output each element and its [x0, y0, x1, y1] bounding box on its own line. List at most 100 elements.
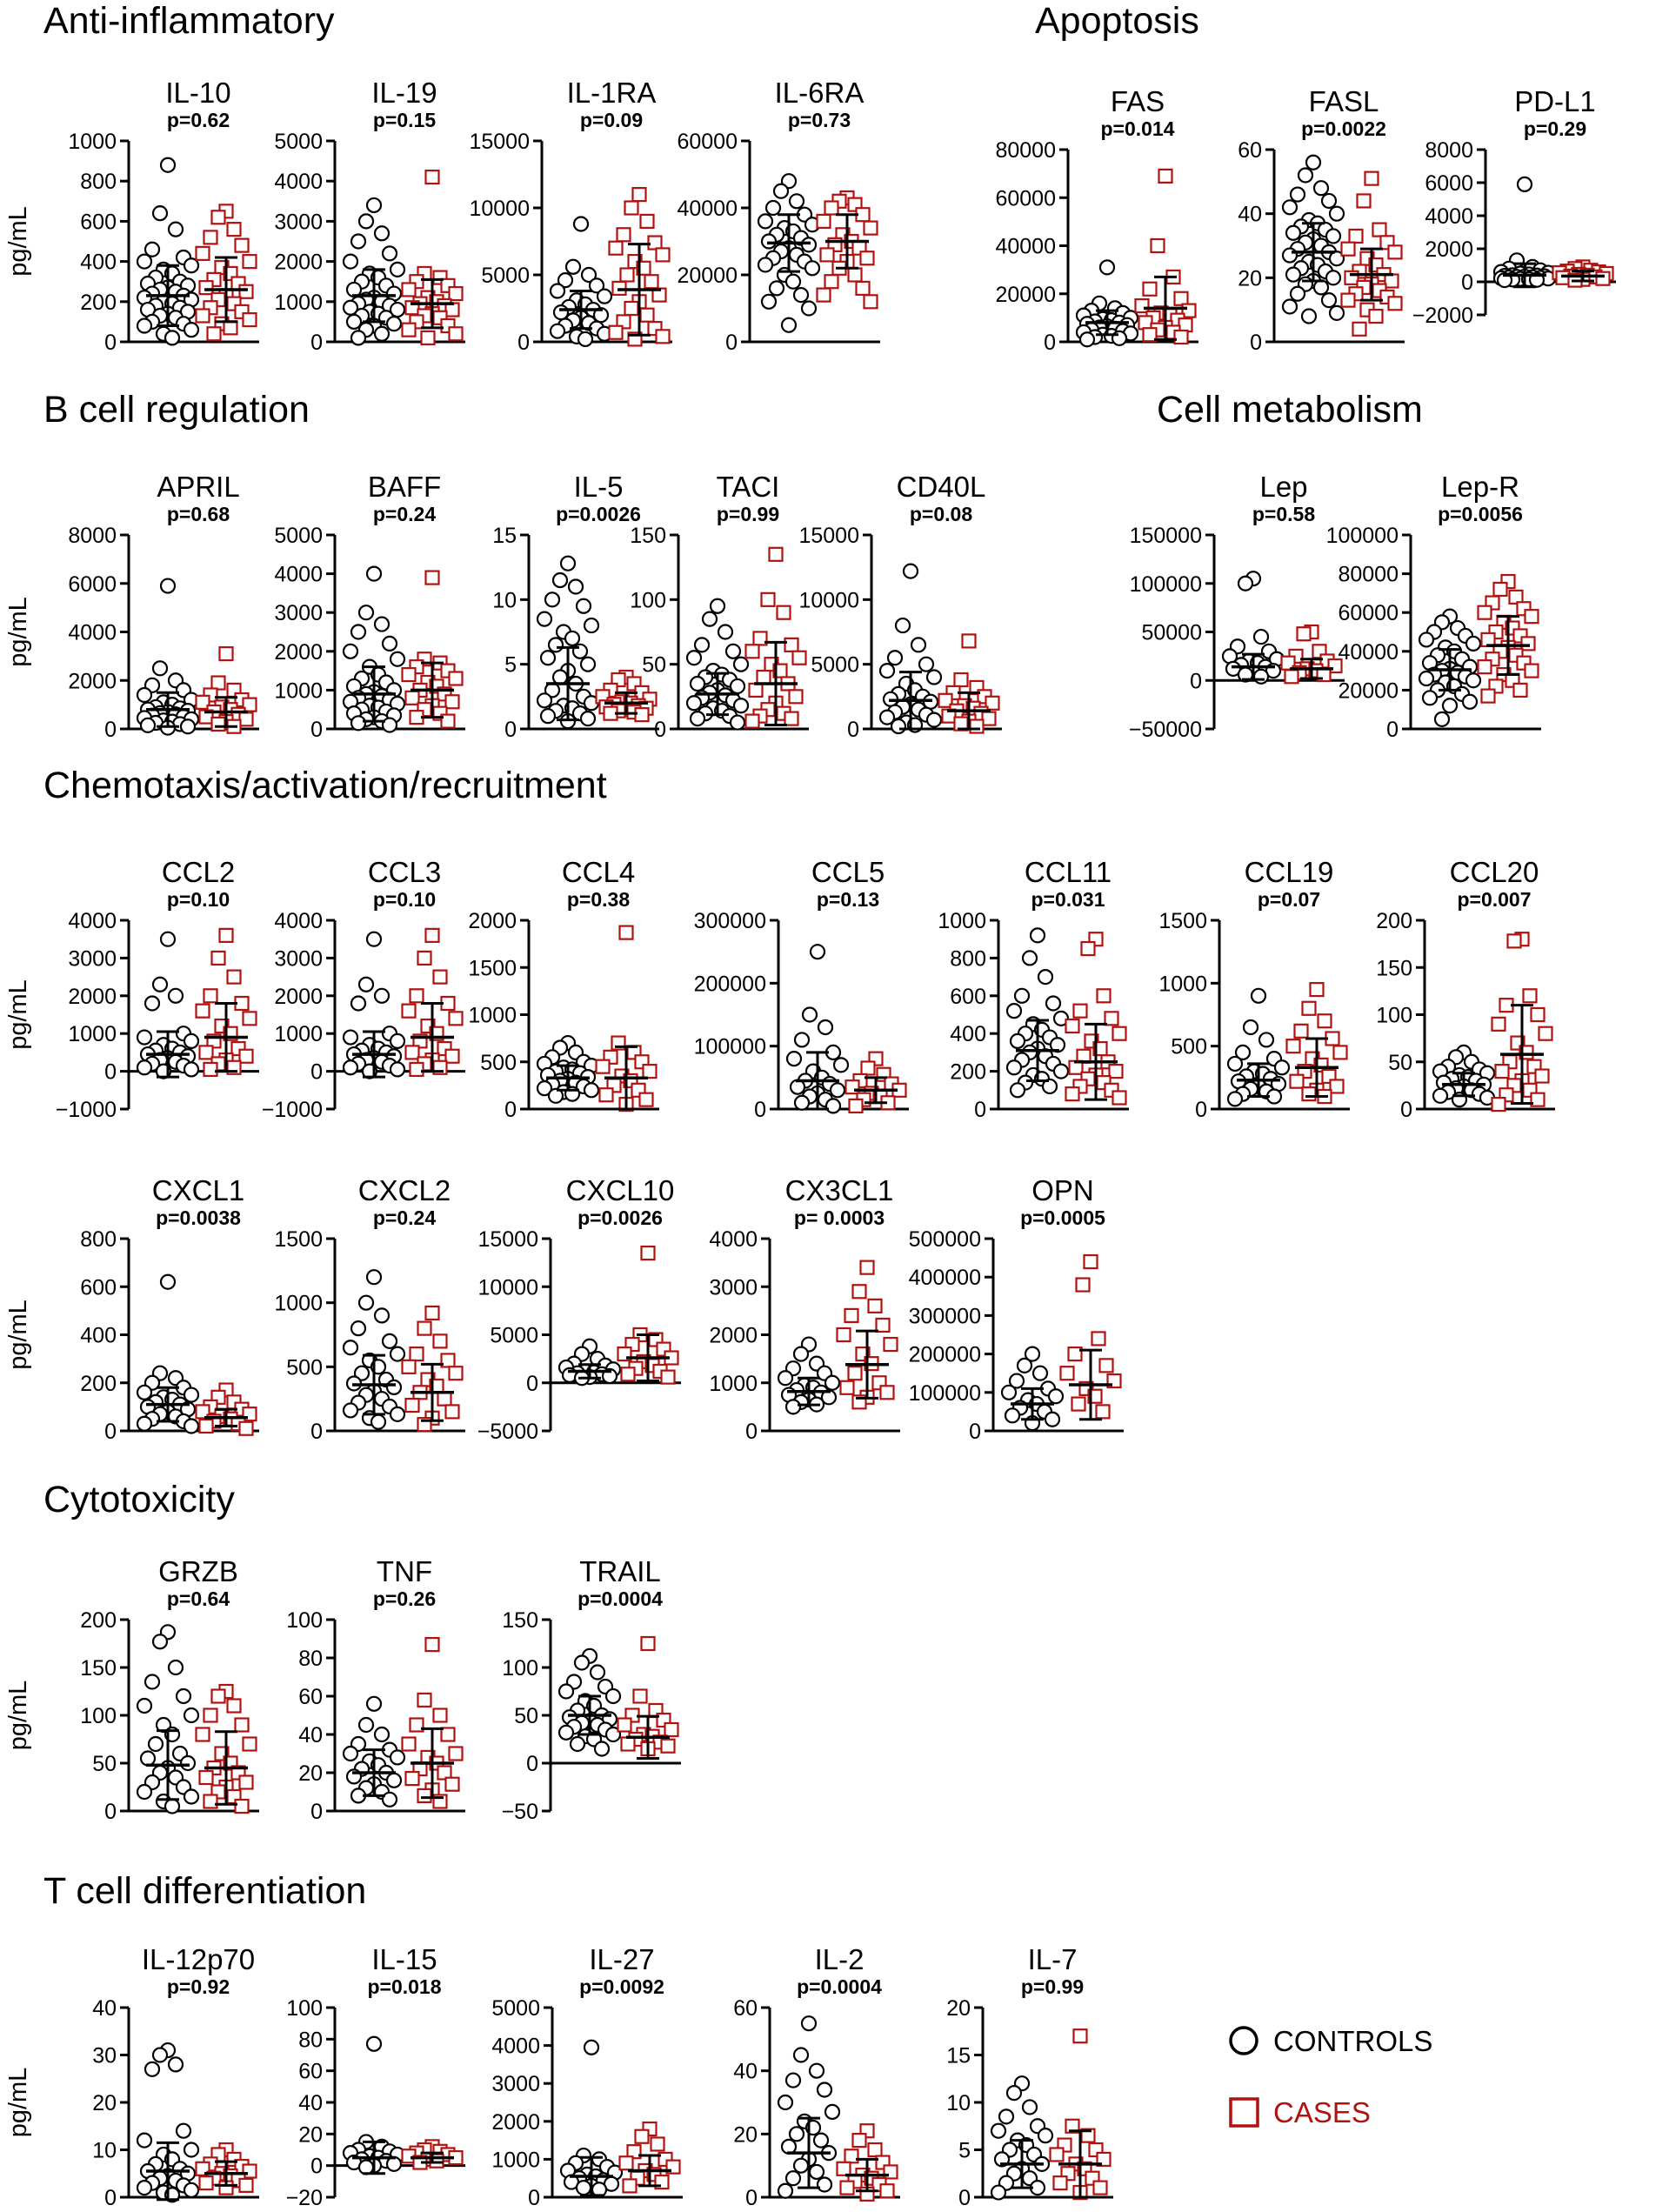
series-controls [136, 931, 200, 1079]
panel-pvalue-cxcl2: p=0.24 [373, 1206, 436, 1229]
y-tick-label: 10000 [477, 1275, 538, 1300]
y-tick-label: 800 [950, 946, 986, 971]
series-cases [401, 570, 464, 729]
data-point [685, 650, 703, 666]
data-point [776, 605, 791, 620]
data-point [1325, 270, 1342, 286]
data-point [1320, 292, 1338, 309]
data-point [1021, 950, 1038, 966]
data-point [1492, 581, 1508, 598]
y-tick-label: 4000 [274, 170, 323, 194]
panel-title-il-12p70: IL-12p70 [142, 1943, 255, 1975]
y-tick-label: 5000 [481, 264, 530, 288]
y-tick-label: 0 [310, 1060, 323, 1085]
data-point [401, 666, 417, 683]
data-point [729, 714, 746, 731]
data-point [785, 1051, 803, 1067]
data-point [1065, 2118, 1080, 2134]
data-point [624, 300, 639, 317]
data-point [579, 656, 597, 672]
y-tick-label: 5000 [491, 1996, 540, 2021]
data-point [816, 287, 831, 303]
data-point [448, 671, 464, 686]
series-cases [845, 1051, 907, 1113]
y-tick-label: 10 [92, 2139, 117, 2163]
y-tick-label: 600 [80, 1275, 117, 1300]
data-point [437, 1765, 452, 1781]
y-tick-label: 60000 [1338, 601, 1399, 625]
data-point [793, 1094, 811, 1111]
y-tick-label: −50000 [1129, 718, 1202, 742]
data-point [878, 709, 896, 725]
y-tick-label: 4000 [709, 1227, 758, 1252]
data-point [1078, 331, 1096, 348]
series-controls [342, 1695, 406, 1808]
y-tick-label: 20 [298, 2122, 323, 2147]
y-tick-label: 400 [80, 1324, 117, 1348]
data-point [551, 669, 569, 685]
y-tick-label: 80000 [1338, 563, 1399, 587]
data-point [365, 2035, 383, 2052]
data-point [616, 227, 631, 243]
data-point [1522, 988, 1538, 1004]
data-point [567, 578, 584, 595]
panel-pvalue-cxcl1: p=0.0038 [156, 1206, 241, 1229]
panels: IL-10p=0.6202004006008001000pg/mLIL-19p=… [4, 77, 1616, 2210]
legend-controls-label: CONTROLS [1273, 2025, 1432, 2057]
panel-pvalue-tnf: p=0.26 [373, 1587, 436, 1610]
y-tick-label: 0 [974, 1098, 986, 1122]
data-point [557, 1683, 575, 1700]
data-point [808, 2062, 825, 2079]
y-tick-label: 0 [104, 718, 117, 742]
y-tick-label: 0 [745, 2186, 758, 2210]
data-point [444, 1776, 460, 1792]
data-point [717, 624, 734, 640]
data-point [448, 1746, 464, 1761]
panel-title-trail: TRAIL [579, 1555, 661, 1587]
data-point [136, 253, 153, 270]
data-point [1000, 1384, 1018, 1400]
data-point [875, 1317, 891, 1333]
y-tick-label: 2000 [274, 251, 323, 275]
data-point [1005, 1059, 1023, 1076]
data-point [139, 717, 157, 733]
data-point [1285, 1039, 1301, 1054]
y-tick-label: 100000 [1130, 572, 1202, 597]
data-point [1297, 167, 1314, 184]
data-point [417, 1320, 432, 1336]
data-point [1300, 308, 1318, 324]
data-point [777, 2182, 794, 2199]
y-tick-label: 200 [80, 1372, 117, 1396]
y-tick-label: 400 [80, 251, 117, 275]
data-point [1595, 271, 1611, 286]
data-point [844, 2149, 859, 2164]
data-point [136, 1384, 153, 1400]
section-title-b-cell-regulation: B cell regulation [43, 389, 310, 431]
data-point [203, 988, 218, 1004]
data-point [1296, 626, 1312, 642]
data-point [1004, 1407, 1021, 1424]
y-tick-label: 600 [950, 985, 986, 1009]
data-point [144, 241, 161, 257]
series-controls [785, 944, 850, 1114]
data-point [1320, 192, 1338, 210]
data-point [1530, 1006, 1545, 1023]
data-point [1075, 1277, 1091, 1293]
data-point [792, 1346, 810, 1362]
data-point [777, 2094, 794, 2111]
data-point [175, 2122, 192, 2139]
data-point [350, 624, 367, 640]
data-point [159, 931, 177, 947]
data-point [404, 1770, 420, 1787]
panel-il-7: IL-7p=0.99 0 5 10 15 20 [946, 1943, 1113, 2210]
data-point [139, 1750, 157, 1767]
series-controls [1221, 571, 1285, 685]
data-point [631, 187, 647, 203]
data-point [1328, 304, 1345, 321]
data-point [357, 213, 375, 230]
panel-pvalue-ccl5: p=0.13 [817, 888, 879, 911]
y-tick-label: 8000 [68, 524, 117, 548]
